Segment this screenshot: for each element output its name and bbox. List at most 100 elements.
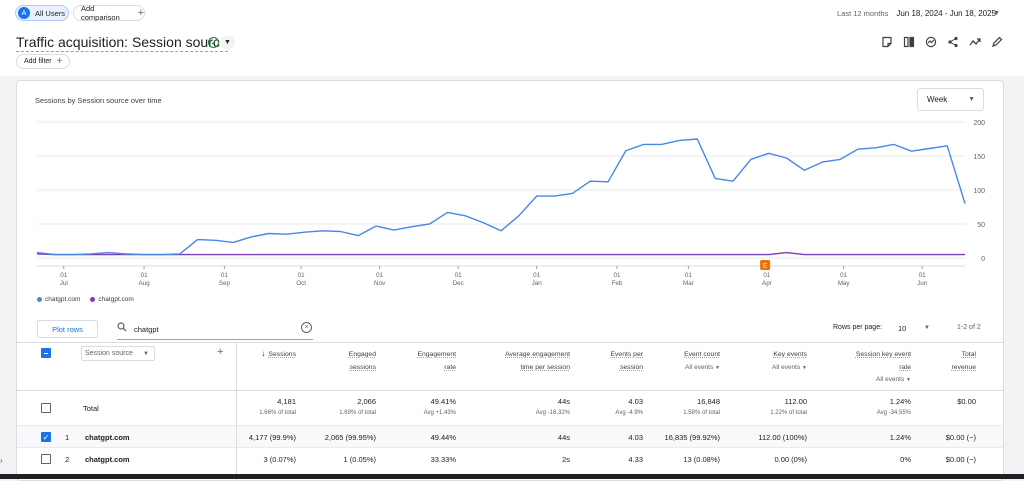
column-header-label: Events per bbox=[610, 351, 644, 358]
table-cell: 2s bbox=[562, 455, 570, 464]
column-header-label: Sessions bbox=[268, 351, 296, 358]
total-value: 16,848 bbox=[697, 397, 720, 406]
total-subvalue: 1.22% of total bbox=[770, 410, 807, 416]
column-header-label: time per session bbox=[520, 363, 571, 371]
x-tick-month: Jan bbox=[532, 280, 543, 287]
date-range-dates: Jun 18, 2024 - Jun 18, 2025 bbox=[896, 9, 996, 18]
column-header[interactable]: Events per session bbox=[611, 348, 644, 373]
select-all-checkbox[interactable] bbox=[41, 348, 51, 358]
insights-icon[interactable] bbox=[923, 34, 938, 49]
add-comparison-button[interactable]: Add comparison + bbox=[73, 4, 145, 22]
legend-dot bbox=[37, 296, 42, 302]
column-header[interactable]: Event count All events ▼ bbox=[684, 348, 720, 371]
y-tick-label: 50 bbox=[977, 222, 985, 229]
plot-rows-button[interactable]: Plot rows bbox=[37, 320, 98, 338]
x-tick-day: 01 bbox=[685, 272, 693, 279]
column-header-label: session bbox=[619, 363, 643, 371]
chart-title: Sessions by Session source over time bbox=[35, 96, 162, 105]
caret-down-icon: ▼ bbox=[802, 364, 807, 371]
total-subvalue: Avg -4.9% bbox=[615, 410, 643, 416]
caret-down-icon[interactable]: ▼ bbox=[220, 36, 235, 49]
row-checkbox[interactable] bbox=[41, 454, 51, 464]
total-subvalue: 1.69% of total bbox=[339, 410, 376, 416]
x-tick-month: Dec bbox=[453, 280, 464, 287]
table-cell: 49.44% bbox=[430, 433, 456, 442]
bottom-edge bbox=[0, 474, 1024, 479]
caret-down-icon: ▼ bbox=[143, 350, 149, 357]
column-header[interactable]: Average engagement time per session bbox=[505, 348, 570, 373]
total-subvalue: Avg -16.32% bbox=[535, 410, 570, 416]
event-filter-select[interactable]: All events ▼ bbox=[772, 364, 807, 371]
chevron-right-icon[interactable]: › bbox=[0, 456, 3, 465]
table-cell: 4,177 (99.9%) bbox=[248, 433, 296, 442]
legend-item[interactable]: chatgpt.com bbox=[37, 296, 80, 303]
row-source: chatgpt.com bbox=[85, 433, 130, 442]
table-cell: 44s bbox=[557, 433, 570, 442]
report-header: Traffic acquisition: Session source ✓ ▼ … bbox=[0, 26, 1024, 76]
dimension-select[interactable]: Session source ▼ bbox=[81, 346, 155, 361]
date-range-picker[interactable]: Last 12 months Jun 18, 2024 - Jun 18, 20… bbox=[837, 9, 996, 18]
check-circle-icon: ✓ bbox=[208, 37, 219, 48]
rows-per-page-select[interactable]: 10 bbox=[898, 324, 907, 333]
totals-row: Total 4,181 1.66% of total 2,066 1.69% of t… bbox=[17, 390, 1003, 426]
totals-label: Total bbox=[83, 404, 99, 413]
report-card: Sessions by Session source over time Wee… bbox=[16, 80, 1004, 481]
share-icon[interactable] bbox=[945, 34, 960, 49]
event-filter-select[interactable]: All events ▼ bbox=[876, 376, 911, 383]
sort-desc-icon: ↓ bbox=[261, 349, 266, 358]
x-tick-month: Jul bbox=[60, 280, 68, 287]
y-tick-label: 150 bbox=[973, 154, 985, 161]
search-input[interactable] bbox=[134, 322, 294, 336]
legend-item[interactable]: chatgpt.com bbox=[90, 296, 134, 303]
granularity-select[interactable]: Week ▼ bbox=[917, 88, 984, 111]
x-tick-month: Jun bbox=[917, 280, 928, 287]
chart-legend: chatgpt.com chatgpt.com bbox=[37, 296, 134, 303]
column-header-label: Engagement bbox=[417, 351, 456, 358]
series-line bbox=[36, 138, 966, 256]
table-cell: $0.00 (−) bbox=[945, 455, 976, 464]
caret-down-icon[interactable]: ▼ bbox=[924, 325, 930, 331]
total-value: 44s bbox=[557, 397, 570, 406]
x-tick-month: Mar bbox=[683, 280, 694, 287]
caret-down-icon[interactable]: ▼ bbox=[993, 10, 1000, 17]
trend-icon[interactable] bbox=[967, 34, 982, 49]
column-header[interactable]: Key events All events ▼ bbox=[772, 348, 807, 371]
add-filter-button[interactable]: Add filter + bbox=[16, 54, 70, 69]
total-cell: $0.00 bbox=[957, 396, 976, 406]
event-filter-select[interactable]: All events ▼ bbox=[685, 364, 720, 371]
x-tick-day: 01 bbox=[221, 272, 229, 279]
table-row[interactable]: ✓ 1 chatgpt.com 4,177 (99.9%) 2,065 (99.9… bbox=[17, 425, 1003, 448]
totals-checkbox[interactable] bbox=[41, 403, 51, 413]
total-value: 112.00 bbox=[784, 397, 807, 406]
x-tick-month: May bbox=[838, 280, 851, 287]
notes-icon[interactable] bbox=[879, 34, 894, 49]
total-cell: 49.41% Avg +1.43% bbox=[424, 396, 456, 416]
edit-icon[interactable] bbox=[989, 34, 1004, 49]
total-value: $0.00 bbox=[957, 397, 976, 406]
column-header[interactable]: Engaged sessions bbox=[349, 348, 376, 373]
legend-label: chatgpt.com bbox=[45, 296, 81, 303]
x-tick-day: 01 bbox=[763, 272, 771, 279]
table-cell: 0% bbox=[900, 455, 911, 464]
table-cell: 1.24% bbox=[889, 433, 911, 442]
row-checkbox[interactable]: ✓ bbox=[41, 432, 51, 442]
dimension-label: Session source bbox=[85, 350, 133, 357]
column-header[interactable]: ↓ Sessions bbox=[261, 348, 296, 361]
rows-per-page-label: Rows per page: bbox=[833, 324, 883, 331]
column-header-label: revenue bbox=[951, 363, 976, 371]
column-header[interactable]: Session key event rate All events ▼ bbox=[856, 348, 911, 383]
compare-icon[interactable] bbox=[901, 34, 916, 49]
total-cell: 44s Avg -16.32% bbox=[536, 396, 570, 416]
x-tick-day: 01 bbox=[298, 272, 306, 279]
column-header[interactable]: Engagement rate bbox=[417, 348, 456, 373]
x-tick-month: Oct bbox=[296, 280, 306, 287]
column-header-label: Total bbox=[961, 351, 976, 358]
column-header-label: Engaged bbox=[348, 351, 376, 358]
column-header[interactable]: Total revenue bbox=[951, 348, 976, 373]
segment-chip[interactable]: A All Users bbox=[15, 5, 69, 21]
clear-search-icon[interactable]: × bbox=[301, 322, 312, 333]
table-row[interactable]: 2 chatgpt.com 3 (0.07%) 1 (0.05%) 33.33% 2s… bbox=[17, 447, 1003, 470]
add-dimension-button[interactable]: + bbox=[217, 346, 224, 358]
x-tick-month: Apr bbox=[762, 280, 772, 287]
caret-down-icon: ▼ bbox=[968, 96, 975, 103]
